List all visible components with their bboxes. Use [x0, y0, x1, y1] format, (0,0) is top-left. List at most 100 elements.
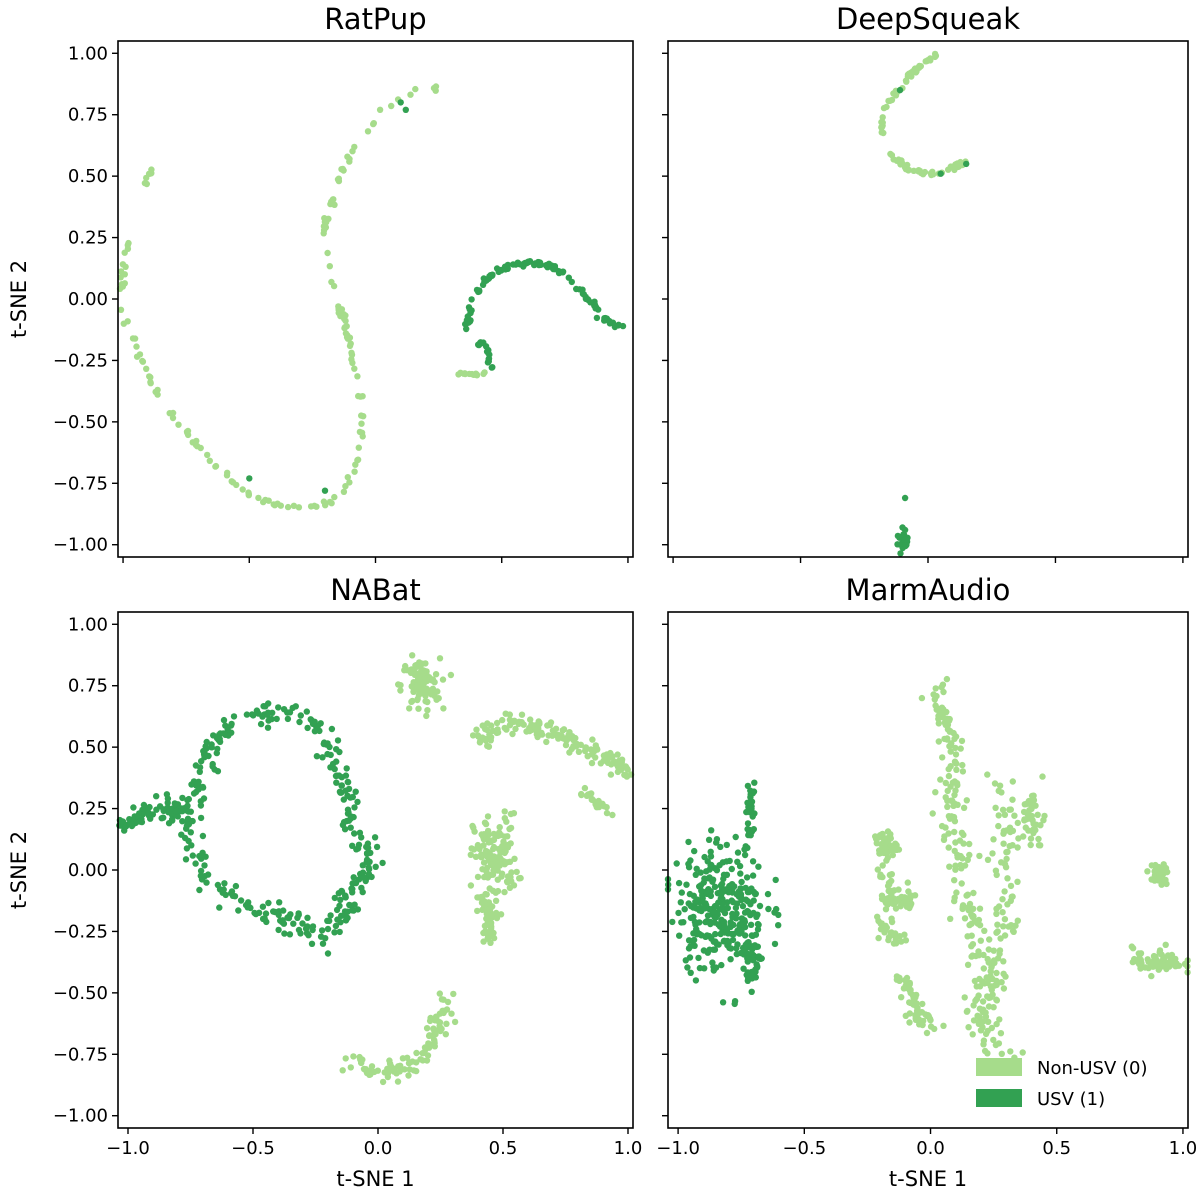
data-point [600, 752, 608, 759]
data-point [351, 468, 358, 475]
data-point [457, 369, 464, 376]
data-point [958, 737, 966, 745]
data-point [479, 906, 486, 913]
data-point [959, 902, 967, 909]
data-point [732, 833, 739, 841]
data-point [430, 84, 438, 92]
data-point [697, 882, 705, 889]
data-point [485, 349, 492, 357]
y-tick-label: −0.50 [53, 412, 108, 433]
data-point [358, 420, 365, 427]
panel-deepsqueak: DeepSqueak [662, 2, 1189, 563]
data-point [895, 156, 902, 163]
data-point [338, 782, 345, 789]
data-point [289, 704, 296, 712]
data-point [885, 933, 893, 941]
data-point [139, 357, 146, 365]
data-point [262, 910, 270, 917]
data-point [970, 1017, 978, 1024]
data-point [537, 261, 544, 268]
data-point [903, 984, 910, 992]
x-tick-label: −1.0 [106, 1138, 150, 1159]
data-point [346, 479, 353, 486]
data-point [713, 839, 720, 846]
data-point [951, 828, 958, 836]
data-point [896, 974, 903, 981]
x-axis-label: t-SNE 1 [889, 1167, 967, 1191]
data-point [295, 926, 303, 934]
data-point [892, 930, 899, 937]
data-point [895, 886, 902, 893]
data-point [349, 359, 356, 367]
data-point [371, 834, 379, 841]
data-point [326, 498, 334, 506]
data-point [988, 986, 995, 994]
data-point [707, 853, 715, 860]
data-point [990, 957, 998, 964]
data-point [910, 167, 917, 174]
data-point [434, 688, 441, 695]
data-point [1137, 950, 1145, 957]
x-tick-label: 1.0 [1169, 1138, 1198, 1159]
data-point [1000, 958, 1007, 965]
data-point [118, 818, 126, 825]
data-point [334, 737, 342, 744]
data-point [877, 873, 884, 880]
data-point [727, 956, 734, 963]
data-point [493, 729, 500, 737]
data-point [985, 1018, 992, 1025]
data-point [414, 695, 421, 703]
data-point [1014, 878, 1021, 885]
data-point [711, 946, 719, 953]
data-point [370, 120, 377, 127]
data-point [745, 828, 753, 835]
data-point [990, 947, 997, 954]
data-point [133, 343, 140, 350]
data-point [565, 274, 572, 281]
data-point [406, 1066, 413, 1073]
data-point [708, 935, 715, 942]
data-point [744, 898, 751, 905]
x-tick-label: 0.5 [1042, 1138, 1071, 1159]
data-point [220, 716, 228, 724]
data-point [197, 802, 205, 809]
data-point [401, 667, 408, 674]
data-point [939, 681, 947, 688]
data-point [981, 1047, 989, 1055]
data-point [476, 739, 484, 746]
data-point [986, 936, 993, 943]
data-point [342, 913, 350, 920]
data-point [423, 685, 430, 692]
data-point [912, 1001, 919, 1009]
x-tick-label: −0.5 [231, 1138, 275, 1159]
data-point [229, 479, 237, 486]
data-point [329, 196, 336, 203]
data-point [878, 124, 885, 131]
data-point [506, 825, 513, 833]
data-point [935, 720, 942, 727]
data-point [538, 731, 546, 738]
data-point [413, 1049, 420, 1057]
data-point [961, 862, 969, 869]
data-point [232, 882, 240, 890]
data-point [338, 306, 346, 313]
data-point [905, 888, 912, 895]
data-point [487, 871, 495, 879]
data-point [489, 860, 496, 867]
data-point [322, 224, 330, 231]
data-point [308, 940, 316, 947]
data-point [481, 736, 489, 743]
data-point [584, 753, 591, 760]
data-point [536, 719, 543, 726]
data-point [977, 1027, 985, 1034]
data-point [307, 503, 315, 510]
data-point [971, 977, 979, 985]
data-point [1020, 833, 1027, 840]
axes-frame [117, 611, 634, 1129]
data-point [547, 719, 555, 726]
data-point [133, 813, 140, 820]
data-point [372, 863, 379, 870]
y-tick-label: 1.00 [68, 43, 108, 64]
data-point [966, 921, 973, 929]
